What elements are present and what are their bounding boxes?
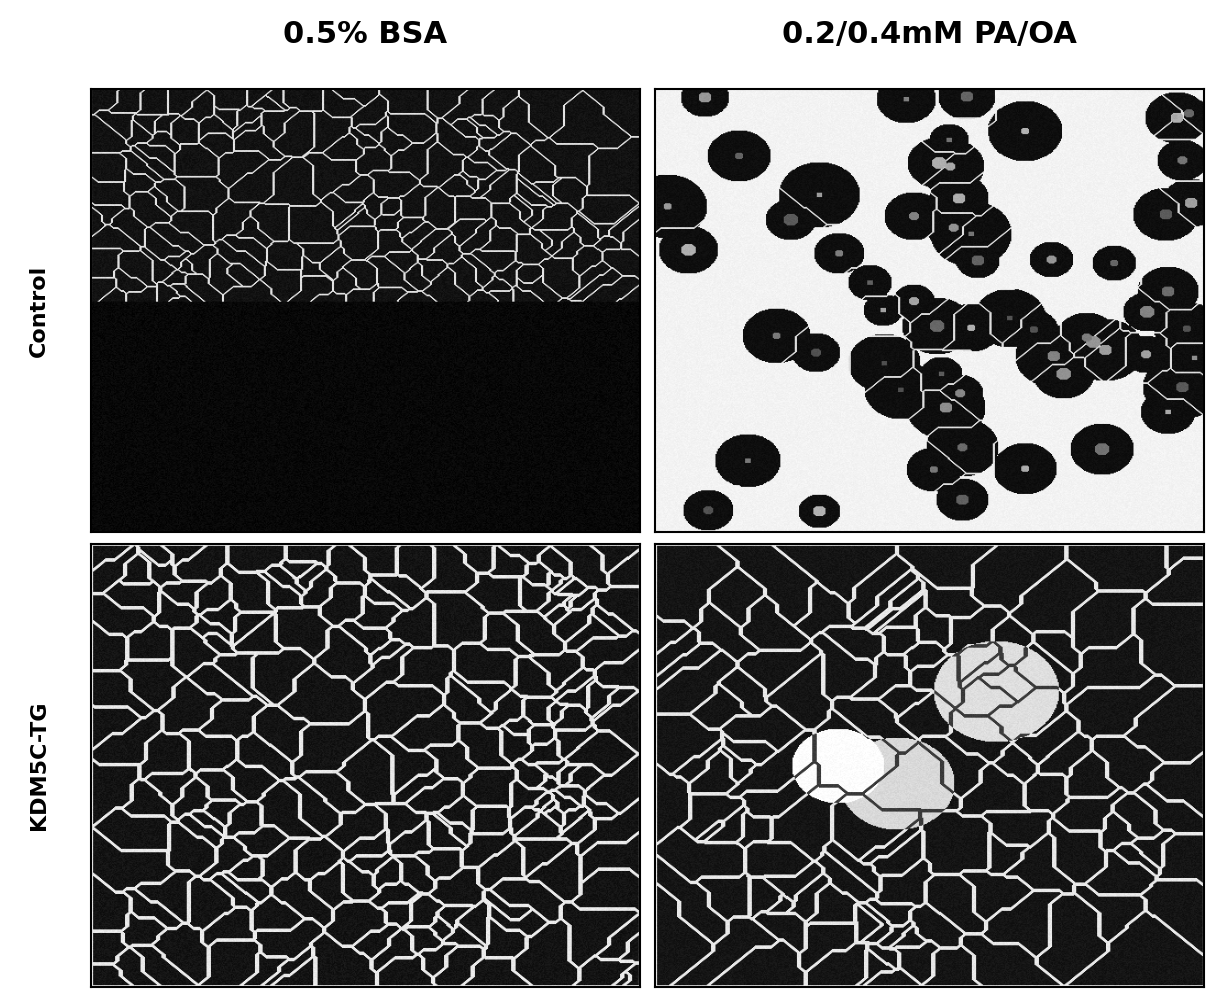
Text: 0.5% BSA: 0.5% BSA xyxy=(283,20,448,50)
Text: Control: Control xyxy=(29,265,50,357)
Text: 0.2/0.4mM PA/OA: 0.2/0.4mM PA/OA xyxy=(782,20,1077,50)
Text: KDM5C-TG: KDM5C-TG xyxy=(29,700,50,830)
